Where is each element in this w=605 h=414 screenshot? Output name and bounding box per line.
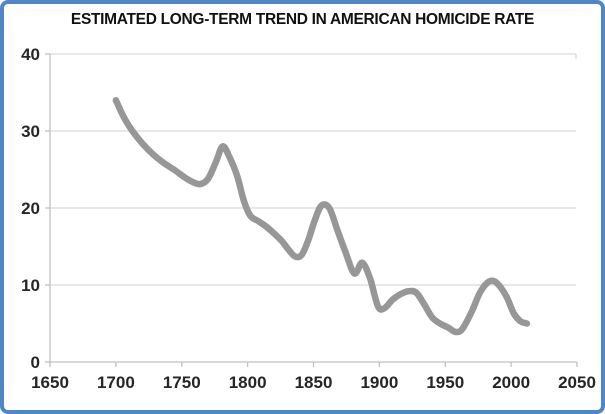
y-tick-label: 20	[21, 199, 40, 218]
y-tick-label: 40	[21, 45, 40, 64]
x-tick-label: 2000	[492, 373, 530, 392]
x-tick-label: 1800	[229, 373, 267, 392]
y-tick-label: 10	[21, 276, 40, 295]
y-tick-labels: 0 10 20 30 40	[21, 45, 40, 372]
x-tick-label: 1700	[97, 373, 135, 392]
chart-title: ESTIMATED LONG-TERM TREND IN AMERICAN HO…	[70, 11, 535, 28]
x-tick-label: 1850	[295, 373, 333, 392]
x-tick-labels: 1650 1700 1750 1800 1850 1900 1950 2000 2050	[31, 373, 596, 392]
x-tick-label: 1750	[163, 373, 201, 392]
x-tick-label: 1950	[426, 373, 464, 392]
tick-marks	[45, 53, 578, 367]
y-gridlines	[50, 53, 576, 286]
homicide-trend-line-chart: 1650 1700 1750 1800 1850 1900 1950 2000 2050 0 10 2…	[21, 45, 596, 392]
x-tick-label: 1900	[360, 373, 398, 392]
x-tick-label: 1650	[31, 373, 69, 392]
trend-line	[112, 96, 531, 336]
x-tick-label: 2050	[558, 373, 596, 392]
y-tick-label: 0	[31, 353, 40, 372]
y-tick-label: 30	[21, 122, 40, 141]
